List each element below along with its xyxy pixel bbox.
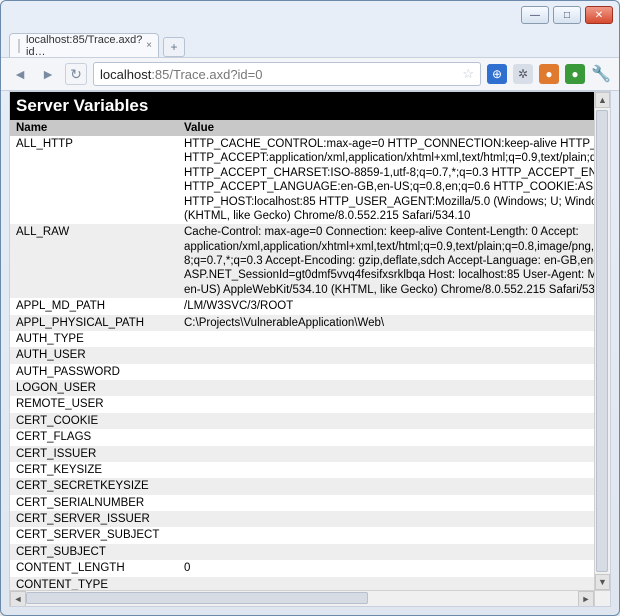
new-tab-button[interactable]: + xyxy=(163,37,185,57)
table-row: CONTENT_LENGTH0 xyxy=(10,560,610,576)
table-row: CERT_FLAGS xyxy=(10,429,610,445)
var-value xyxy=(178,347,610,363)
bookmark-star-icon[interactable]: ☆ xyxy=(462,66,474,82)
var-name: LOGON_USER xyxy=(10,380,178,396)
table-row: CERT_ISSUER xyxy=(10,446,610,462)
extension-icon[interactable]: ● xyxy=(539,64,559,84)
var-value xyxy=(178,429,610,445)
table-row: AUTH_USER xyxy=(10,347,610,363)
url-path: :85/Trace.axd?id=0 xyxy=(151,67,262,82)
var-value xyxy=(178,331,610,347)
horizontal-scrollbar[interactable]: ◄ ► xyxy=(10,590,594,606)
var-name: AUTH_TYPE xyxy=(10,331,178,347)
table-row: ALL_HTTPHTTP_CACHE_CONTROL:max-age=0 HTT… xyxy=(10,136,610,224)
address-bar[interactable]: localhost:85/Trace.axd?id=0 ☆ xyxy=(93,62,481,86)
wrench-menu-icon[interactable]: 🔧 xyxy=(591,64,611,84)
horizontal-scroll-thumb[interactable] xyxy=(26,592,368,604)
var-name: CERT_KEYSIZE xyxy=(10,462,178,478)
forward-button[interactable]: ► xyxy=(37,63,59,85)
table-row: CERT_SERVER_SUBJECT xyxy=(10,527,610,543)
vertical-scroll-thumb[interactable] xyxy=(596,110,608,572)
table-row: APPL_MD_PATH/LM/W3SVC/3/ROOT xyxy=(10,298,610,314)
var-value xyxy=(178,544,610,560)
extension-icon[interactable]: ● xyxy=(565,64,585,84)
var-name: ALL_HTTP xyxy=(10,136,178,224)
var-value xyxy=(178,478,610,494)
table-row: ALL_RAWCache-Control: max-age=0 Connecti… xyxy=(10,224,610,298)
table-row: APPL_PHYSICAL_PATHC:\Projects\Vulnerable… xyxy=(10,315,610,331)
var-name: CERT_FLAGS xyxy=(10,429,178,445)
browser-window: — □ ✕ localhost:85/Trace.axd?id… × + ◄ ►… xyxy=(0,0,620,616)
var-value xyxy=(178,527,610,543)
var-name: CERT_COOKIE xyxy=(10,413,178,429)
var-value: Cache-Control: max-age=0 Connection: kee… xyxy=(178,224,610,298)
url-host: localhost xyxy=(100,67,151,82)
var-value: HTTP_CACHE_CONTROL:max-age=0 HTTP_CONNEC… xyxy=(178,136,610,224)
content-viewport: Server Variables Name Value ALL_HTTPHTTP… xyxy=(9,91,611,607)
page-favicon-icon xyxy=(18,39,20,53)
window-minimize-button[interactable]: — xyxy=(521,6,549,24)
reload-button[interactable]: ↻ xyxy=(65,63,87,85)
horizontal-scroll-track[interactable] xyxy=(26,591,578,607)
scroll-down-icon[interactable]: ▼ xyxy=(595,574,610,590)
table-row: CERT_SERIALNUMBER xyxy=(10,495,610,511)
page-content: Server Variables Name Value ALL_HTTPHTTP… xyxy=(10,92,610,606)
scroll-left-icon[interactable]: ◄ xyxy=(10,591,26,607)
tab-strip: localhost:85/Trace.axd?id… × + xyxy=(1,29,619,57)
var-value xyxy=(178,396,610,412)
var-value xyxy=(178,380,610,396)
browser-tab[interactable]: localhost:85/Trace.axd?id… × xyxy=(9,33,159,57)
server-variables-table: Name Value ALL_HTTPHTTP_CACHE_CONTROL:ma… xyxy=(10,120,610,606)
table-row: CERT_SUBJECT xyxy=(10,544,610,560)
table-row: CERT_SECRETKEYSIZE xyxy=(10,478,610,494)
tab-close-icon[interactable]: × xyxy=(146,40,152,51)
scroll-up-icon[interactable]: ▲ xyxy=(595,92,610,108)
var-name: CERT_SECRETKEYSIZE xyxy=(10,478,178,494)
extension-icon[interactable]: ⊕ xyxy=(487,64,507,84)
var-name: APPL_MD_PATH xyxy=(10,298,178,314)
var-name: APPL_PHYSICAL_PATH xyxy=(10,315,178,331)
var-name: CONTENT_LENGTH xyxy=(10,560,178,576)
var-value xyxy=(178,413,610,429)
var-name: CERT_SUBJECT xyxy=(10,544,178,560)
browser-toolbar: ◄ ► ↻ localhost:85/Trace.axd?id=0 ☆ ⊕ ✲ … xyxy=(1,57,619,91)
var-name: CERT_SERIALNUMBER xyxy=(10,495,178,511)
window-maximize-button[interactable]: □ xyxy=(553,6,581,24)
var-value xyxy=(178,511,610,527)
var-name: CERT_ISSUER xyxy=(10,446,178,462)
var-value: /LM/W3SVC/3/ROOT xyxy=(178,298,610,314)
back-button[interactable]: ◄ xyxy=(9,63,31,85)
var-name: AUTH_PASSWORD xyxy=(10,364,178,380)
window-close-button[interactable]: ✕ xyxy=(585,6,613,24)
extension-icon[interactable]: ✲ xyxy=(513,64,533,84)
table-row: CERT_KEYSIZE xyxy=(10,462,610,478)
window-titlebar: — □ ✕ xyxy=(1,1,619,29)
table-row: AUTH_TYPE xyxy=(10,331,610,347)
scrollbar-corner xyxy=(594,590,610,606)
column-header-name: Name xyxy=(10,120,178,136)
table-row: LOGON_USER xyxy=(10,380,610,396)
column-header-value: Value xyxy=(178,120,610,136)
var-value xyxy=(178,462,610,478)
var-name: REMOTE_USER xyxy=(10,396,178,412)
var-value xyxy=(178,364,610,380)
section-header: Server Variables xyxy=(10,92,610,120)
var-name: AUTH_USER xyxy=(10,347,178,363)
var-name: ALL_RAW xyxy=(10,224,178,298)
var-name: CERT_SERVER_ISSUER xyxy=(10,511,178,527)
var-value xyxy=(178,446,610,462)
var-value: C:\Projects\VulnerableApplication\Web\ xyxy=(178,315,610,331)
table-row: CERT_COOKIE xyxy=(10,413,610,429)
vertical-scrollbar[interactable]: ▲ ▼ xyxy=(594,92,610,590)
var-value: 0 xyxy=(178,560,610,576)
scroll-right-icon[interactable]: ► xyxy=(578,591,594,607)
table-row: CERT_SERVER_ISSUER xyxy=(10,511,610,527)
table-row: AUTH_PASSWORD xyxy=(10,364,610,380)
tab-title: localhost:85/Trace.axd?id… xyxy=(26,34,142,58)
table-row: REMOTE_USER xyxy=(10,396,610,412)
var-value xyxy=(178,495,610,511)
var-name: CERT_SERVER_SUBJECT xyxy=(10,527,178,543)
